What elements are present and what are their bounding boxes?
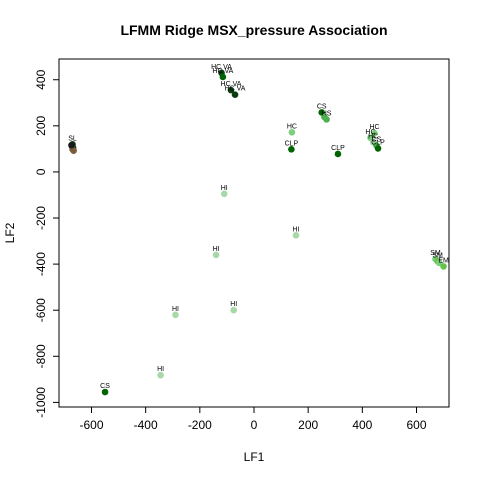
data-point: [231, 91, 239, 99]
point-label: HI: [157, 366, 164, 373]
data-point: [212, 251, 220, 259]
data-point: [440, 263, 447, 270]
y-tick-label: -400: [34, 252, 48, 276]
data-point: [101, 388, 109, 396]
point-label: HI: [230, 301, 237, 308]
point-label: EM: [438, 257, 449, 264]
data-point: [323, 116, 330, 123]
data-point: [334, 150, 342, 158]
x-tick-label: 600: [406, 418, 426, 432]
point-label: HC: [368, 133, 378, 140]
y-axis-title: LF2: [3, 222, 17, 243]
point-label: SM: [432, 252, 443, 259]
x-axis: -600 -400 -200 0 200 400 600: [79, 406, 427, 432]
data-point: [70, 147, 77, 155]
data-point: [220, 190, 228, 198]
point-label: HC: [287, 123, 297, 130]
point-label: CLP: [331, 145, 345, 152]
chart-title: LFMM Ridge MSX_pressure Association: [120, 22, 387, 38]
data-point: [371, 129, 378, 137]
point-label: CS: [100, 383, 110, 390]
data-point: [288, 128, 296, 136]
data-points: [68, 69, 447, 396]
plot-frame: [58, 58, 450, 408]
y-tick-label: 400: [34, 69, 48, 89]
y-tick-label: 200: [34, 116, 48, 136]
x-tick-label: 200: [298, 418, 318, 432]
data-point: [172, 311, 179, 319]
x-tick-label: -200: [188, 418, 212, 432]
y-tick-label: -600: [34, 298, 48, 322]
data-point: [374, 145, 382, 152]
point-label: HI: [213, 246, 220, 253]
point-label: CS: [317, 103, 327, 110]
point-label: HC VA: [212, 68, 233, 75]
point-label: HI: [292, 226, 299, 233]
x-tick-label: -600: [79, 418, 103, 432]
data-point: [219, 73, 227, 81]
data-point: [230, 306, 237, 314]
data-point: [292, 232, 300, 239]
data-point: [227, 86, 235, 94]
data-point: [68, 141, 75, 149]
y-tick-label: -200: [34, 206, 48, 230]
y-tick-label: -800: [34, 344, 48, 368]
point-label: HC VA: [221, 81, 242, 88]
x-axis-title: LF1: [244, 450, 265, 464]
x-tick-label: 400: [352, 418, 372, 432]
point-label: HS: [322, 110, 332, 117]
y-tick-label: -1000: [34, 387, 48, 418]
point-label: HC VA: [211, 64, 232, 71]
point-label: HI: [221, 185, 228, 192]
point-label: CS: [372, 136, 382, 143]
point-label: HC VA: [225, 86, 246, 93]
point-label: HC: [369, 124, 379, 131]
x-tick-label: 0: [251, 418, 258, 432]
x-tick-label: -400: [134, 418, 158, 432]
point-label: CLP: [371, 139, 385, 146]
point-label: HC: [365, 129, 375, 136]
point-label: SM: [430, 250, 441, 257]
data-point: [157, 371, 164, 379]
point-label: CLP: [285, 140, 299, 147]
y-tick-label: 0: [34, 168, 48, 175]
point-label: HI: [172, 306, 179, 313]
y-axis: -1000 -800 -600 -400 -200 0 200 400: [34, 69, 60, 418]
point-label: SL: [68, 135, 77, 142]
data-point: [288, 146, 295, 153]
